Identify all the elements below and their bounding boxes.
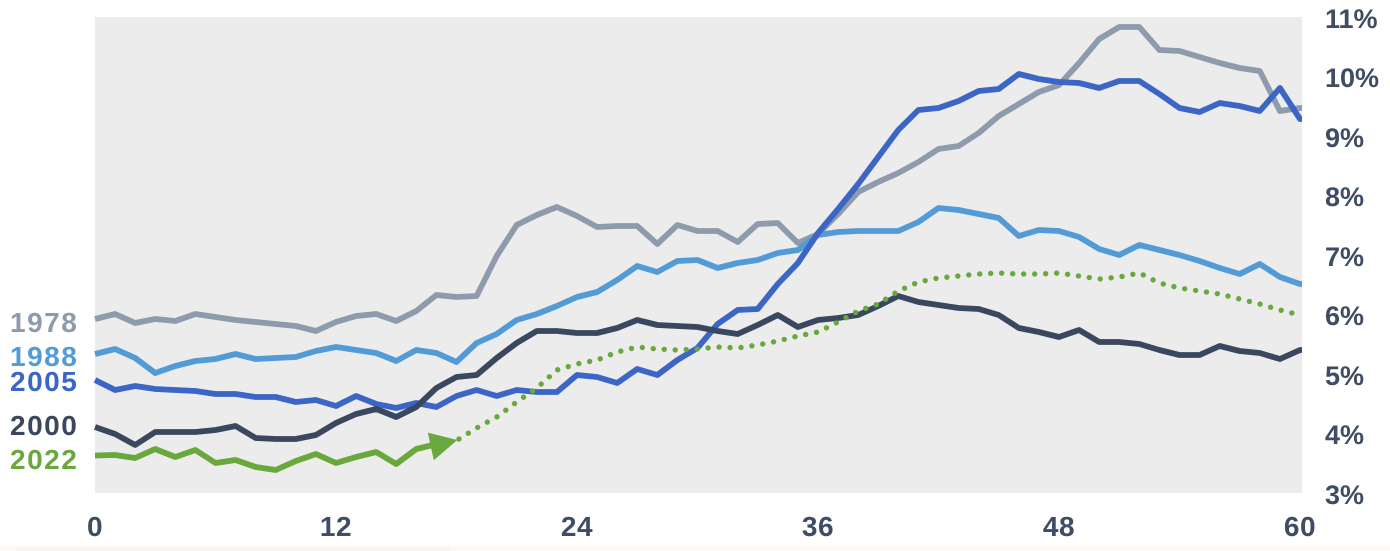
svg-text:8%: 8% <box>1325 182 1364 212</box>
svg-text:24: 24 <box>561 511 593 542</box>
svg-text:2005: 2005 <box>10 366 78 397</box>
svg-text:2000: 2000 <box>10 410 78 441</box>
svg-text:3%: 3% <box>1325 480 1364 510</box>
svg-text:7%: 7% <box>1325 242 1364 272</box>
svg-text:4%: 4% <box>1325 420 1364 450</box>
svg-text:1988: 1988 <box>10 341 78 372</box>
svg-text:5%: 5% <box>1325 361 1364 391</box>
svg-text:60: 60 <box>1284 511 1316 542</box>
svg-text:2022: 2022 <box>10 444 78 475</box>
svg-text:0: 0 <box>87 511 103 542</box>
svg-text:1978: 1978 <box>10 307 78 338</box>
svg-text:11%: 11% <box>1325 4 1378 34</box>
svg-text:9%: 9% <box>1325 123 1364 153</box>
svg-text:10%: 10% <box>1325 63 1379 93</box>
svg-text:36: 36 <box>802 511 834 542</box>
svg-text:12: 12 <box>320 511 352 542</box>
svg-text:6%: 6% <box>1325 301 1364 331</box>
svg-text:48: 48 <box>1043 511 1075 542</box>
